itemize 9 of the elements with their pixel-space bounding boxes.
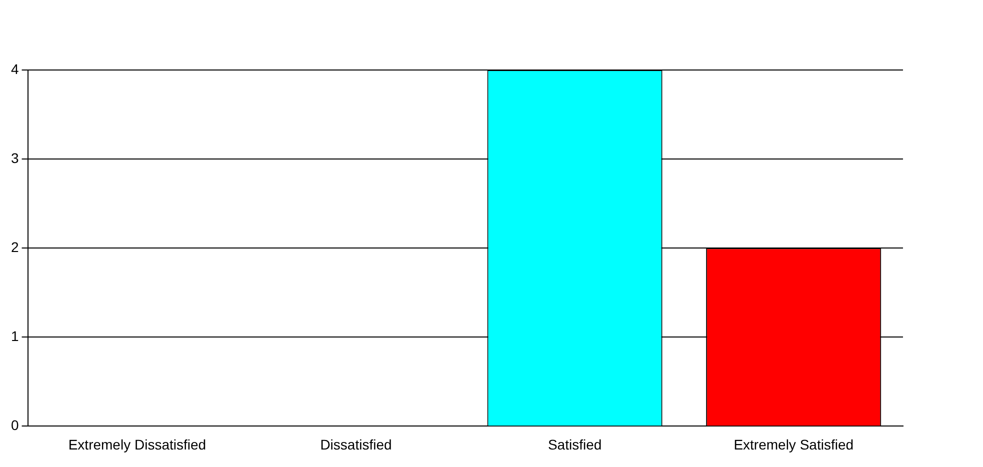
- x-tick-label: Dissatisfied: [320, 436, 392, 452]
- x-tick-label: Extremely Satisfied: [734, 436, 854, 452]
- x-tick-label: Extremely Dissatisfied: [68, 436, 206, 452]
- y-tick-label: 4: [10, 60, 19, 77]
- y-tick-label: 1: [10, 328, 19, 344]
- y-tick-label: 0: [10, 417, 19, 434]
- x-tick-label: Satisfied: [548, 436, 602, 452]
- y-tick-label: 2: [10, 238, 19, 255]
- y-tick-label: 3: [10, 150, 19, 166]
